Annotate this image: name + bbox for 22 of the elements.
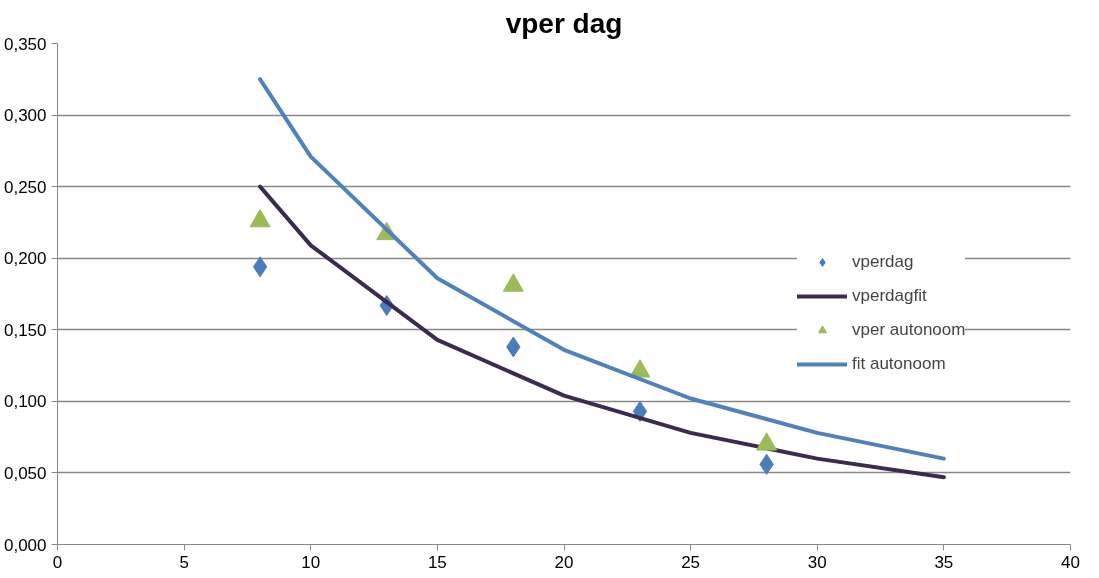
legend-label: fit autonoom [852, 354, 946, 374]
chart-title: vper dag [505, 7, 623, 39]
y-tick-label: 0,050 [3, 463, 47, 483]
legend-label: vperdagfit [852, 286, 927, 306]
y-tick-label: 0,100 [3, 392, 47, 412]
x-tick-label: 35 [934, 552, 954, 572]
legend-label: vper autonoom [852, 320, 966, 340]
x-tick-label: 0 [52, 552, 63, 572]
y-tick-label: 0,150 [3, 320, 47, 340]
x-tick-label: 15 [427, 552, 447, 572]
x-tick-label: 5 [179, 552, 189, 572]
y-tick-label: 0,300 [3, 106, 47, 126]
y-tick-label: 0,000 [3, 535, 47, 555]
y-tick-label: 0,350 [3, 34, 47, 54]
legend-label: vperdag [852, 252, 914, 272]
x-tick-label: 25 [681, 552, 701, 572]
x-tick-label: 20 [554, 552, 574, 572]
x-tick-label: 10 [301, 552, 321, 572]
x-tick-label: 40 [1061, 552, 1080, 572]
y-tick-label: 0,200 [3, 249, 47, 269]
x-tick-label: 30 [807, 552, 827, 572]
y-tick-label: 0,250 [3, 177, 47, 197]
